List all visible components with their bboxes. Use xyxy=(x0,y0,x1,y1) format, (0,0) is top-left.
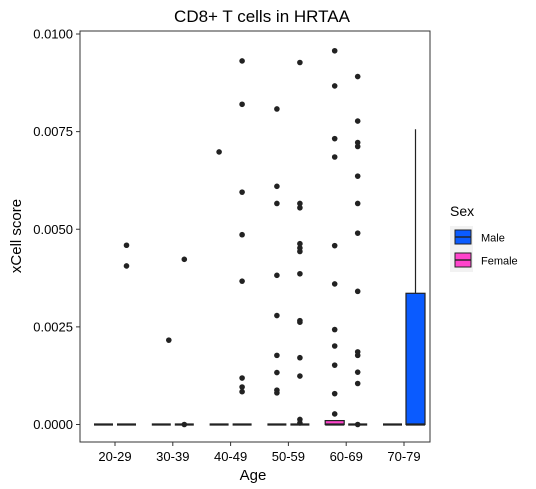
x-tick-label: 70-79 xyxy=(387,449,420,464)
outlier-point xyxy=(274,200,280,207)
outlier-point xyxy=(354,143,361,150)
outlier-point xyxy=(354,200,361,207)
legend-label-female: Female xyxy=(481,256,518,268)
outlier-point xyxy=(123,263,130,269)
outlier-point xyxy=(354,380,361,387)
y-tick-label: 0.0000 xyxy=(33,417,73,432)
outlier-point xyxy=(239,231,245,238)
x-axis: 20-29 30-39 40-49 50-59 60-69 70-79 xyxy=(98,442,421,464)
outlier-point xyxy=(331,411,338,417)
outlier-point xyxy=(123,242,130,249)
outlier-point xyxy=(354,118,361,124)
outlier-point xyxy=(331,242,338,249)
outlier-point xyxy=(297,240,303,247)
outlier-point xyxy=(297,200,303,207)
legend-label-male: Male xyxy=(481,233,505,245)
outlier-point xyxy=(297,373,303,379)
outlier-point xyxy=(274,272,280,279)
box-male xyxy=(405,292,426,426)
outlier-point xyxy=(239,278,245,284)
legend-title: Sex xyxy=(450,203,474,219)
outlier-point xyxy=(274,312,280,319)
plot-area xyxy=(94,47,426,428)
outlier-point xyxy=(181,256,188,263)
outlier-point xyxy=(354,421,361,428)
y-axis-title: xCell score xyxy=(8,199,25,273)
outlier-point xyxy=(274,390,280,396)
outlier-point xyxy=(297,420,303,426)
outlier-point xyxy=(354,139,361,146)
outlier-point xyxy=(274,106,280,112)
outlier-point xyxy=(274,369,280,376)
outlier-point xyxy=(297,319,303,325)
outlier-point xyxy=(239,101,245,108)
y-axis: 0.0000 0.0025 0.0050 0.0075 0.0100 xyxy=(33,27,80,432)
outlier-point xyxy=(216,149,222,155)
outlier-point xyxy=(239,189,245,195)
outlier-point xyxy=(181,421,188,428)
x-tick-label: 20-29 xyxy=(98,449,131,464)
outlier-point xyxy=(354,369,361,375)
outlier-point xyxy=(354,352,361,359)
outlier-point xyxy=(331,83,338,89)
y-tick-label: 0.0075 xyxy=(33,124,73,139)
outlier-point xyxy=(297,59,303,66)
outlier-point xyxy=(297,204,303,211)
outlier-point xyxy=(354,173,361,179)
outlier-point xyxy=(354,288,361,295)
outlier-point xyxy=(331,154,338,160)
outlier-point xyxy=(331,47,338,54)
outlier-point xyxy=(297,354,303,361)
y-tick-label: 0.0100 xyxy=(33,27,73,42)
outlier-point xyxy=(297,270,303,277)
y-tick-label: 0.0025 xyxy=(33,319,73,334)
outlier-point xyxy=(239,388,245,395)
x-tick-label: 60-69 xyxy=(330,449,363,464)
plot-panel xyxy=(79,30,431,443)
outlier-point xyxy=(331,343,338,349)
chart-title: CD8+ T cells in HRTAA xyxy=(174,7,351,26)
legend: Sex Male Female xyxy=(450,203,518,272)
outlier-point xyxy=(239,384,245,390)
x-tick-label: 30-39 xyxy=(156,449,189,464)
outlier-point xyxy=(274,183,280,190)
outlier-point xyxy=(239,58,245,64)
outlier-point xyxy=(354,230,361,236)
x-axis-title: Age xyxy=(240,467,267,484)
x-tick-label: 40-49 xyxy=(214,449,247,464)
outlier-point xyxy=(331,326,338,333)
outlier-point xyxy=(297,248,303,255)
outlier-point xyxy=(239,375,245,381)
x-tick-label: 50-59 xyxy=(272,449,305,464)
outlier-point xyxy=(274,352,280,359)
y-tick-label: 0.0050 xyxy=(33,222,73,237)
outlier-point xyxy=(331,362,338,368)
outlier-point xyxy=(331,135,338,142)
outlier-point xyxy=(354,73,361,80)
outlier-point xyxy=(331,390,338,397)
outlier-point xyxy=(166,337,172,343)
outlier-point xyxy=(331,281,338,287)
